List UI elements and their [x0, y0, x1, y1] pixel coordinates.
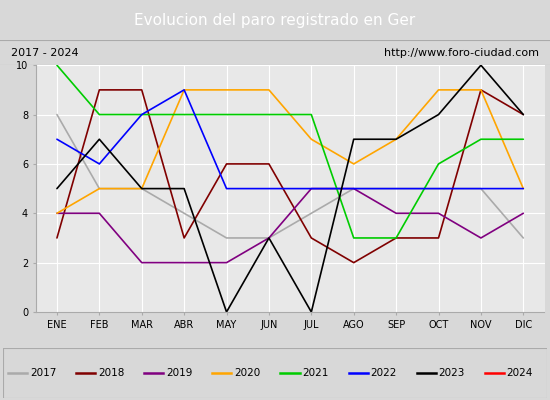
Text: 2024: 2024 [507, 368, 533, 378]
Text: 2022: 2022 [370, 368, 397, 378]
Text: 2018: 2018 [98, 368, 124, 378]
Text: 2017 - 2024: 2017 - 2024 [11, 48, 79, 58]
Text: 2017: 2017 [30, 368, 56, 378]
Text: 2020: 2020 [234, 368, 260, 378]
Text: Evolucion del paro registrado en Ger: Evolucion del paro registrado en Ger [134, 12, 416, 28]
Text: 2021: 2021 [302, 368, 328, 378]
Text: 2023: 2023 [438, 368, 465, 378]
Text: http://www.foro-ciudad.com: http://www.foro-ciudad.com [384, 48, 539, 58]
Text: 2019: 2019 [166, 368, 192, 378]
